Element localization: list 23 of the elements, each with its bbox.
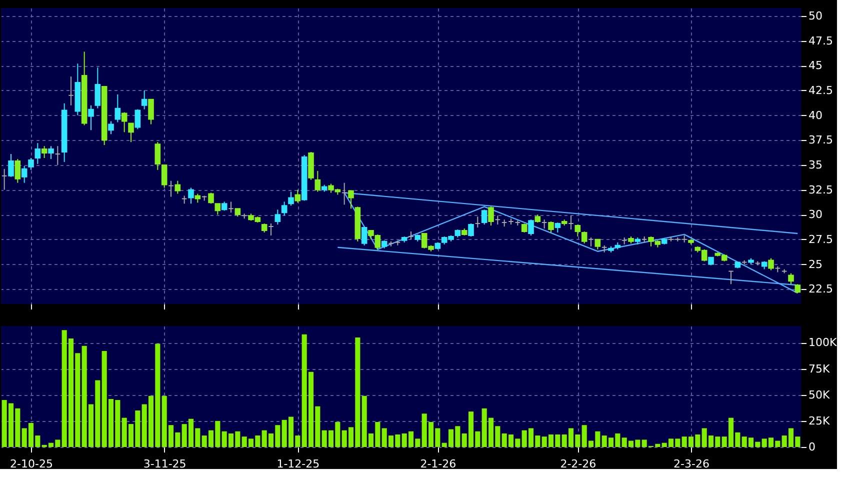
y-tick-label: 35 [808,158,822,172]
x-tick-label: 2-1-26 [420,458,456,470]
y-tick-label: 50 [808,9,822,22]
y-tick-label: 27.5 [808,232,833,246]
y-tick-label: 42.5 [808,84,833,97]
x-tick-label: 3-11-25 [143,458,186,470]
y-tick-label: 30 [808,208,822,222]
x-tick-label: 2-3-26 [674,458,710,470]
y-tick-label: 50K [808,388,830,402]
y-tick-label: 25 [808,258,822,271]
y-tick-label: 37.5 [808,134,833,147]
x-tick-label: 2-2-26 [560,458,596,470]
y-tick-label: 75K [808,362,830,376]
y-tick-label: 45 [808,59,822,72]
y-tick-label: 100K [808,336,838,350]
y-tick-label: 32.5 [808,183,833,196]
y-tick-label: 0 [808,440,816,454]
x-tick-label: 1-12-25 [276,458,320,470]
y-tick-label: 25K [808,414,830,428]
y-tick-label: 22.5 [808,282,833,296]
x-tick-label: 2-10-25 [10,458,53,470]
y-tick-label: 47.5 [808,34,833,48]
y-tick-label: 40 [808,108,822,122]
